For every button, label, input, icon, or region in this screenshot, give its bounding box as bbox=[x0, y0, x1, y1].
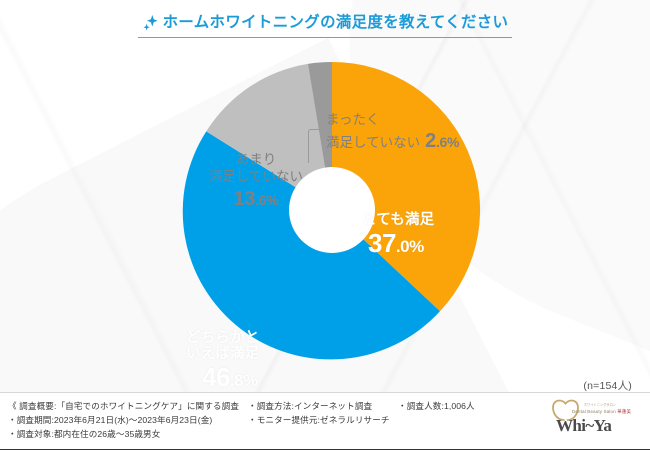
slice-label-row: 満足していない 2.6% bbox=[326, 129, 459, 154]
donut-svg bbox=[182, 61, 481, 360]
slice-very-satisfied[interactable] bbox=[332, 61, 481, 312]
footer-survey-method: ・調査方法:インターネット調査 ・モニター提供元:ゼネラルリサーチ bbox=[248, 400, 390, 428]
slice-label-name-line2: 満足していない bbox=[326, 134, 421, 150]
slice-label-not-very-satisfied: あまり 満足していない 13.6% bbox=[176, 152, 336, 212]
slice-label-name-line1: まったく bbox=[326, 112, 380, 127]
footer: 《 調査概要:「自宅でのホワイトニングケア」に関する調査 ・調査期間:2023年… bbox=[0, 392, 650, 450]
slice-label-value: 2.6% bbox=[425, 129, 460, 152]
logo-subtitle: Dental Beauty Salon 華蓮美 bbox=[572, 409, 632, 414]
sparkle-icon bbox=[142, 14, 159, 33]
slice-label-name-line2: 満足していない bbox=[208, 168, 304, 184]
slice-label-name: とても満足 bbox=[362, 212, 435, 228]
page-title: ホームホワイトニングの満足度を教えてください bbox=[162, 14, 509, 32]
footer-line: ・モニター提供元:ゼネラルリサーチ bbox=[248, 414, 390, 425]
header: ホームホワイトニングの満足度を教えてください bbox=[0, 14, 650, 38]
slice-label-somewhat-satisfied: どちらかと いえば満足 46.8% bbox=[186, 330, 260, 393]
slice-label-name-line1: あまり bbox=[235, 152, 277, 167]
logo-wordmark: Whi~Ya bbox=[556, 416, 612, 435]
footer-survey-overview: 《 調査概要:「自宅でのホワイトニングケア」に関する調査 ・調査期間:2023年… bbox=[8, 400, 239, 442]
slice-label-name-line1: どちらかと bbox=[186, 330, 260, 346]
slice-label-value: 37.0% bbox=[368, 228, 424, 259]
title-row: ホームホワイトニングの満足度を教えてください bbox=[137, 14, 513, 38]
footer-line: ・調査人数:1,006人 bbox=[398, 401, 475, 411]
footer-survey-count: ・調査人数:1,006人 bbox=[398, 400, 475, 414]
footer-line: ・調査方法:インターネット調査 bbox=[248, 401, 373, 411]
sample-size-note: (n=154人) bbox=[583, 380, 632, 392]
tooth-icon bbox=[552, 399, 579, 421]
slice-not-very-satisfied[interactable] bbox=[206, 63, 332, 210]
slice-label-not-at-all-satisfied: まったく 満足していない 2.6% bbox=[326, 112, 459, 154]
donut-graphic bbox=[182, 60, 482, 360]
footer-line: ・調査期間:2023年6月21日(水)〜2023年6月23日(金) bbox=[8, 414, 213, 425]
footer-line: ・調査対象:都内在住の26歳〜35歳男女 bbox=[8, 428, 161, 439]
slice-label-very-satisfied: とても満足 37.0% bbox=[362, 212, 434, 258]
slice-label-value: 46.8% bbox=[202, 362, 258, 393]
footer-line: 《 調査概要:「自宅でのホワイトニングケア」に関する調査 bbox=[8, 401, 240, 411]
donut-hole bbox=[289, 167, 375, 253]
logo-tagline: ホワイトニングサロン bbox=[584, 403, 616, 407]
slice-label-value: 13.6% bbox=[233, 187, 279, 210]
donut-chart: とても満足 37.0% どちらかと いえば満足 46.8% あまり 満足していな… bbox=[0, 52, 650, 392]
brand-logo[interactable]: ホワイトニングサロン Dental Beauty Salon 華蓮美 Whi~Y… bbox=[542, 398, 638, 444]
slice-label-name-line2: いえば満足 bbox=[186, 346, 260, 363]
leader-line-not-at-all bbox=[308, 129, 331, 163]
